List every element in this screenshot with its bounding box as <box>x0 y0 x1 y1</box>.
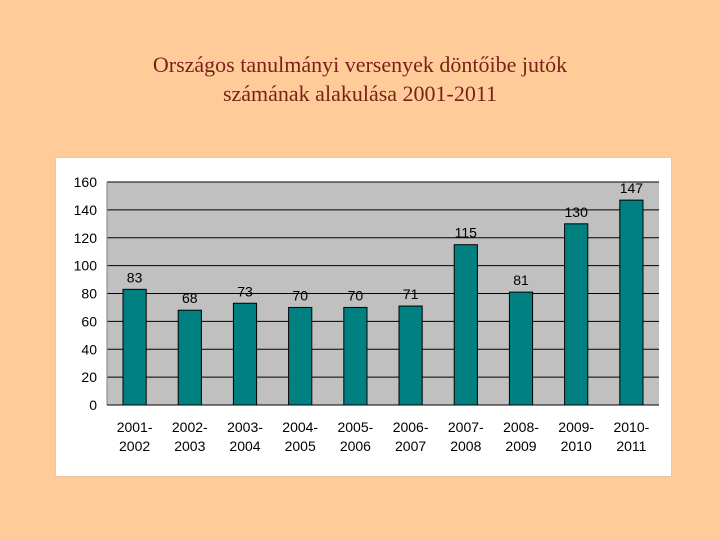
y-tick-label: 120 <box>74 230 98 246</box>
bar <box>453 244 478 406</box>
data-label: 81 <box>513 272 529 288</box>
y-tick-label: 60 <box>81 313 97 329</box>
y-tick-label: 140 <box>74 202 98 218</box>
x-tick-label: 2005-2006 <box>337 419 373 454</box>
data-label: 68 <box>182 290 198 306</box>
x-tick-label: 2007-2008 <box>448 419 484 454</box>
y-tick-label: 100 <box>74 258 98 274</box>
y-tick-label: 80 <box>81 286 97 302</box>
x-tick-label: 2010-2011 <box>613 419 649 454</box>
x-tick-label: 2006-2007 <box>393 419 429 454</box>
bar <box>508 291 534 406</box>
data-label: 83 <box>127 269 143 285</box>
bar <box>619 199 644 406</box>
x-tick-label: 2001-2002 <box>117 419 153 454</box>
x-tick-label: 2009-2010 <box>558 419 594 454</box>
data-label: 115 <box>455 225 478 241</box>
x-tick-label: 2008-2009 <box>503 419 539 454</box>
y-tick-label: 0 <box>89 397 97 413</box>
data-label: 70 <box>292 287 308 303</box>
x-tick-label: 2002-2003 <box>172 419 208 454</box>
bar <box>288 306 313 406</box>
data-label: 130 <box>565 204 589 220</box>
y-tick-label: 20 <box>81 369 97 385</box>
x-tick-label: 2004-2005 <box>282 419 318 454</box>
data-label: 147 <box>620 180 644 196</box>
data-label: 70 <box>348 287 364 303</box>
chart-title-line-1: Országos tanulmányi versenyek döntőibe j… <box>152 52 568 77</box>
bar <box>343 306 368 406</box>
data-label: 73 <box>237 283 253 299</box>
y-tick-label: 160 <box>74 174 98 190</box>
x-tick-label: 2003-2004 <box>227 419 263 454</box>
bar <box>564 223 589 406</box>
chart-title-line-2: számának alakulása 2001-2011 <box>222 81 498 106</box>
chart-title: Országos tanulmányi versenyek döntőibe j… <box>0 50 720 108</box>
bar <box>398 305 423 406</box>
bar <box>232 302 258 406</box>
y-tick-label: 40 <box>81 341 97 357</box>
bar <box>177 309 202 406</box>
bar <box>122 288 147 406</box>
data-label: 71 <box>403 286 419 302</box>
